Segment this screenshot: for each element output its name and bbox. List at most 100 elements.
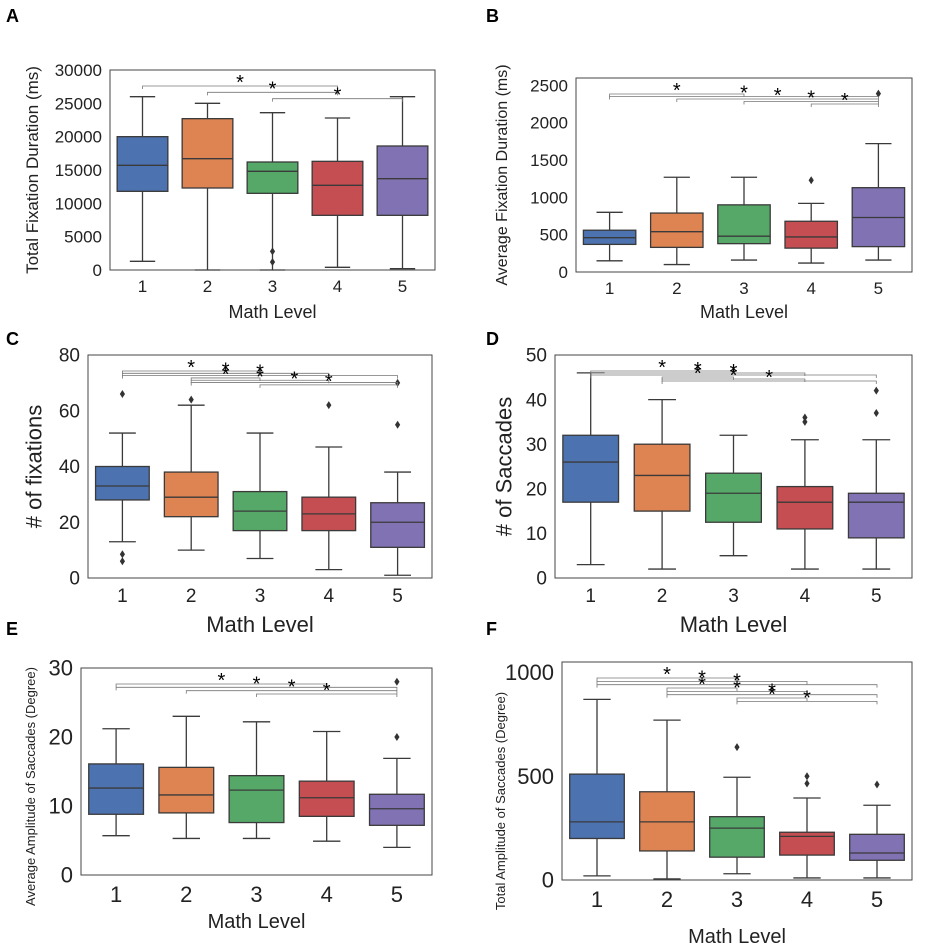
outlier-point [395,420,401,429]
outlier-point [804,772,810,781]
significance-bracket: * [596,664,738,686]
significance-bracket: * [661,365,806,387]
panel-letter: C [6,329,19,349]
bracket-line [259,384,398,388]
significance-bracket: * [115,670,328,692]
panel-letter: D [486,329,499,349]
x-axis-label: Math Level [206,612,314,637]
plot-frame [554,354,913,579]
box-iqr [562,434,620,503]
y-axis-label: Average Fixation Duration (ms) [494,64,511,285]
box-iqr [376,145,429,216]
box-iqr [368,793,425,826]
significance-marker: * [740,83,748,105]
outlier-point [269,258,276,266]
box-iqr [246,161,299,194]
panel-d: D 0 10 20 30 40 50 1 2 3 4 5 Math Level # of Saccades… [486,329,913,637]
bracket-line [590,370,734,374]
y-tick-label: 60 [59,401,80,422]
bracket-line [666,690,808,695]
x-axis-label: Math Level [228,302,316,322]
significance-marker: * [774,85,782,107]
box-iqr [181,118,234,189]
y-tick-label: 30 [526,435,547,456]
significance-bracket: * [609,80,745,102]
y-tick-label: 0 [69,569,80,590]
x-tick-label: 3 [728,586,739,607]
bracket-line [596,684,878,688]
x-tick-label: 2 [661,887,673,912]
outlier-point [734,743,740,752]
outlier-point [873,408,879,417]
outlier-point [269,247,276,256]
y-axis-label: # of Saccades [491,397,516,536]
y-tick-label: 0 [61,863,73,888]
significance-marker: * [658,357,666,379]
box-level-3 [709,743,765,875]
significance-marker: * [323,680,331,702]
significance-marker: * [236,72,244,94]
box-level-1 [569,698,625,877]
panel-letter: F [486,619,497,639]
outlier-point [119,390,125,399]
box-level-5 [370,378,426,576]
outlier-point [188,395,194,404]
bracket-line [207,91,338,96]
x-tick-label: 5 [398,277,407,296]
box-level-1 [562,372,620,566]
box-level-3 [705,434,762,557]
panel-e: E 0 10 20 30 1 2 3 4 5 Math Level Average Amplitude… [6,619,433,933]
box-iqr [705,472,762,523]
bracket-line [142,85,338,89]
bracket-line [122,370,261,374]
bracket-line [190,382,398,386]
y-tick-label: 10000 [55,194,102,213]
box-level-3 [232,432,288,560]
x-tick-label: 2 [203,277,212,296]
significance-marker: * [222,359,230,381]
bracket-line [115,686,398,691]
significance-marker: * [765,367,773,389]
bracket-line [122,375,398,379]
outlier-point [804,779,810,788]
box-iqr [88,763,145,815]
x-tick-label: 5 [871,887,883,912]
panel-letter: A [6,6,19,26]
significance-bracket: * [122,359,330,381]
box-level-5 [847,386,905,570]
panel-c: C 0 20 40 60 80 1 2 3 4 5 Math Level # of fixations *… [6,329,433,637]
significance-marker: * [698,674,706,696]
significance-bracket: * [590,361,877,383]
significance-bracket: * [122,357,261,379]
significance-marker: * [269,78,277,100]
x-tick-label: 1 [110,882,122,907]
y-tick-label: 30 [49,656,73,681]
outlier-point [875,89,881,98]
bracket-line [736,697,808,702]
significance-bracket: * [256,680,398,702]
y-tick-label: 50 [526,346,547,367]
y-tick-label: 0 [536,569,547,590]
significance-marker: * [291,369,299,391]
y-tick-label: 40 [59,457,80,478]
x-tick-label: 4 [801,887,813,912]
outlier-point [119,557,125,566]
significance-bracket: * [736,687,878,709]
box-iqr [779,831,835,856]
box-level-5 [368,677,425,849]
significance-marker: * [768,684,776,706]
x-tick-label: 2 [657,586,668,607]
x-tick-label: 5 [391,882,403,907]
y-tick-label: 40 [526,390,547,411]
box-level-4 [776,413,834,570]
significance-bracket: * [661,367,877,389]
significance-marker: * [325,371,333,393]
significance-bracket: * [666,674,738,696]
outlier-point [808,176,814,185]
bracket-line [190,377,261,381]
plot-frame [80,667,433,876]
bracket-line [190,379,330,384]
box-iqr [163,471,219,518]
significance-marker: * [733,671,741,693]
significance-marker: * [730,365,738,387]
